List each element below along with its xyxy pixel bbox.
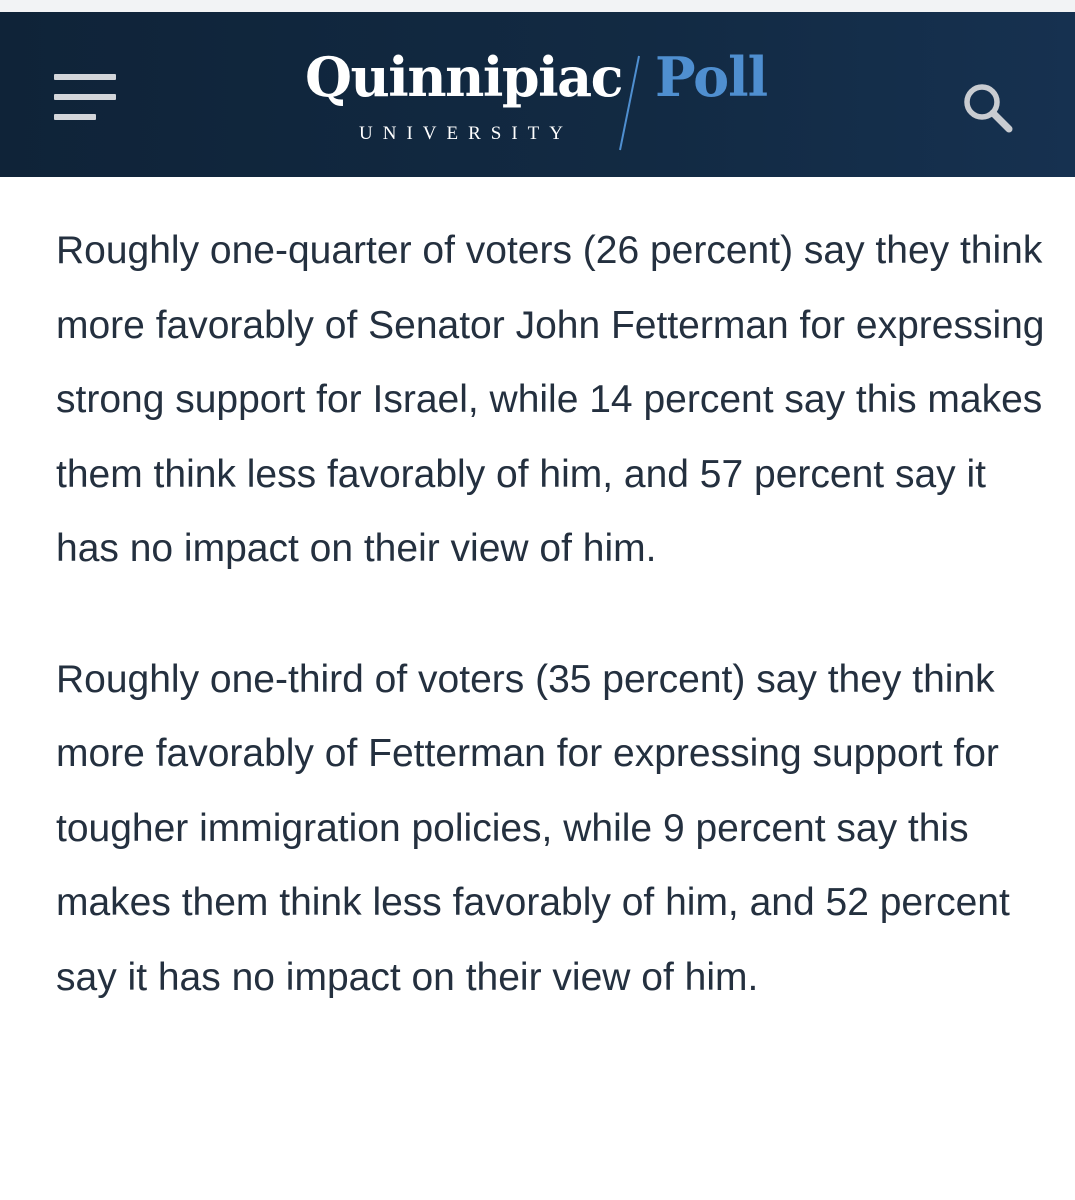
logo-university: UNIVERSITY bbox=[359, 123, 573, 144]
hamburger-menu-icon[interactable] bbox=[54, 74, 118, 122]
article-body: Roughly one-quarter of voters (26 percen… bbox=[56, 214, 1046, 1015]
search-icon[interactable] bbox=[958, 78, 1018, 138]
menu-line bbox=[54, 114, 96, 120]
browser-top-strip bbox=[0, 0, 1075, 12]
article-paragraph-1: Roughly one-quarter of voters (26 percen… bbox=[56, 229, 1045, 570]
site-header: Quinnipiac UNIVERSITY Poll bbox=[0, 12, 1075, 177]
menu-line bbox=[54, 94, 116, 100]
menu-line bbox=[54, 74, 116, 80]
logo-name: Quinnipiac bbox=[305, 45, 624, 109]
logo-divider bbox=[619, 55, 640, 151]
quinnipiac-poll-logo[interactable]: Quinnipiac UNIVERSITY Poll bbox=[305, 50, 775, 162]
search-glyph bbox=[964, 84, 1013, 133]
article-paragraph-2: Roughly one-third of voters (35 percent)… bbox=[56, 657, 1010, 999]
logo-poll: Poll bbox=[655, 45, 768, 109]
